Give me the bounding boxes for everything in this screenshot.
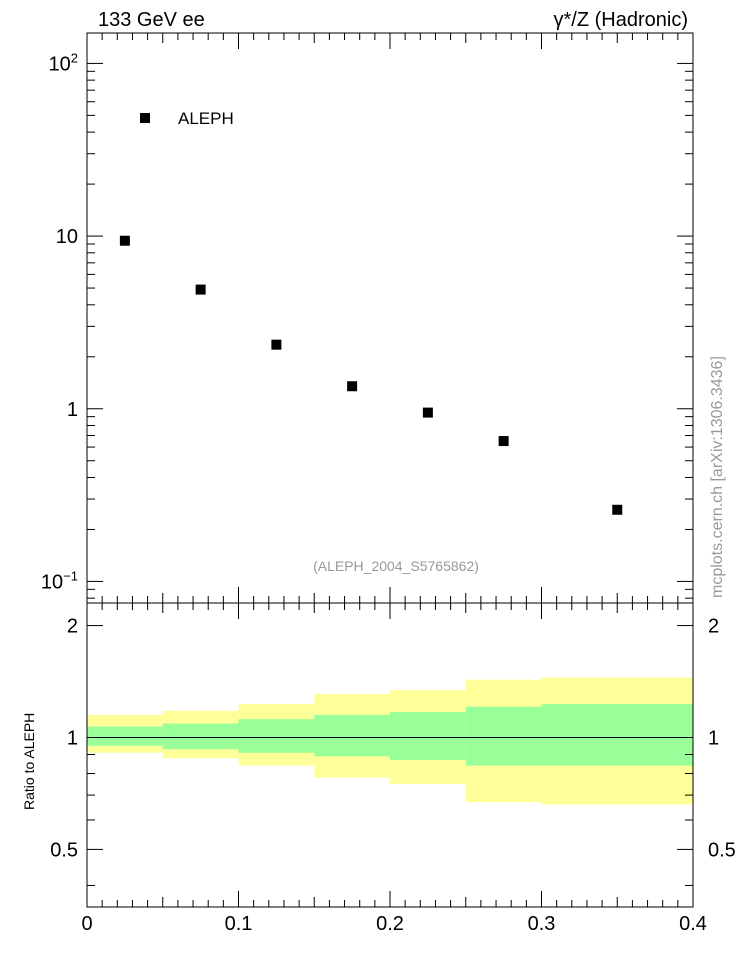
ratio-y-tick-label-right: 1 [708, 727, 719, 749]
x-tick-label: 0.4 [679, 913, 707, 935]
data-point [347, 381, 358, 392]
x-tick-label: 0 [81, 913, 92, 935]
legend-label: ALEPH [178, 109, 234, 128]
data-point [195, 284, 206, 295]
ratio-y-tick-label: 1 [67, 727, 78, 749]
uncertainty-band-green [541, 704, 693, 766]
x-tick-label: 0.2 [376, 913, 404, 935]
uncertainty-band-green [87, 726, 163, 746]
x-tick-label: 0.3 [528, 913, 556, 935]
uncertainty-band-green [238, 719, 315, 753]
ratio-y-tick-label: 2 [67, 616, 78, 638]
upper-panel: 102 10 1 10−1 [41, 32, 694, 604]
data-point [612, 504, 623, 515]
data-point [271, 339, 282, 350]
legend-marker [140, 113, 150, 123]
y-tick-label: 10 [56, 226, 78, 248]
side-label: mcplots.cern.ch [arXiv:1306.3436] [709, 356, 726, 598]
y-tick-label: 102 [49, 50, 78, 75]
uncertainty-band-green [465, 706, 542, 766]
ratio-panel: 0 0.1 0.2 0.3 0.4 0.5 0.5 1 1 2 2 [50, 602, 736, 935]
data-point [498, 436, 509, 447]
y-tick-label: 1 [67, 399, 78, 421]
header-left: 133 GeV ee [98, 9, 205, 31]
uncertainty-band-green [390, 712, 466, 760]
ratio-y-tick-label-right: 0.5 [708, 839, 736, 861]
ratio-ylabel: Ratio to ALEPH [21, 713, 37, 810]
analysis-watermark: (ALEPH_2004_S5765862) [313, 558, 479, 574]
x-tick-label: 0.1 [225, 913, 253, 935]
ratio-y-tick-label-right: 2 [708, 616, 719, 638]
uncertainty-band-green [314, 714, 390, 757]
data-point [119, 235, 130, 246]
ratio-y-tick-label: 0.5 [50, 839, 78, 861]
data-point [422, 407, 433, 418]
y-tick-label: 10−1 [41, 568, 78, 593]
header-right: γ*/Z (Hadronic) [554, 9, 688, 31]
uncertainty-band-green [162, 723, 239, 750]
